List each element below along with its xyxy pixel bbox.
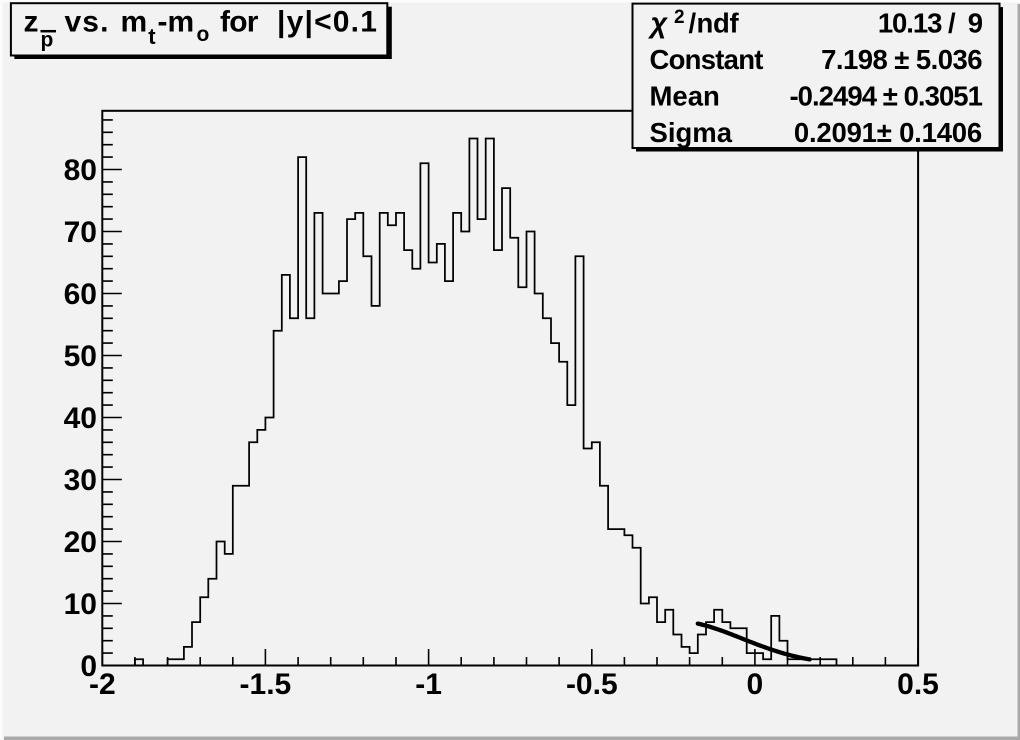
svg-text:|y|<0.1: |y|<0.1 bbox=[277, 6, 378, 39]
svg-text:Constant: Constant bbox=[650, 44, 764, 75]
svg-text:70: 70 bbox=[64, 216, 97, 249]
svg-text:80: 80 bbox=[64, 154, 97, 187]
svg-text:-m: -m bbox=[158, 6, 195, 39]
svg-text:m: m bbox=[121, 6, 148, 39]
svg-text:0.2091± 0.1406: 0.2091± 0.1406 bbox=[794, 117, 982, 148]
svg-text:-2: -2 bbox=[89, 668, 116, 701]
svg-text:ndf: ndf bbox=[697, 7, 740, 38]
svg-text:0.5: 0.5 bbox=[897, 668, 939, 701]
svg-text:-1.5: -1.5 bbox=[240, 668, 292, 701]
svg-text:-0.5: -0.5 bbox=[566, 668, 618, 701]
svg-text:χ: χ bbox=[648, 7, 669, 39]
svg-text:p: p bbox=[41, 29, 54, 52]
svg-text:/: / bbox=[689, 7, 697, 38]
svg-text:2: 2 bbox=[674, 7, 685, 28]
svg-text:t: t bbox=[148, 24, 156, 49]
svg-text:-1: -1 bbox=[415, 668, 442, 701]
svg-text:10.13 / 9: 10.13 / 9 bbox=[878, 7, 983, 38]
svg-text:30: 30 bbox=[64, 464, 97, 497]
svg-text:Mean: Mean bbox=[650, 80, 720, 111]
svg-text:for: for bbox=[220, 6, 259, 39]
svg-text:o: o bbox=[197, 23, 210, 46]
svg-text:60: 60 bbox=[64, 278, 97, 311]
svg-text:0: 0 bbox=[747, 668, 764, 701]
svg-text:10: 10 bbox=[64, 588, 97, 621]
svg-text:0: 0 bbox=[80, 650, 97, 683]
svg-text:-0.2494 ± 0.3051: -0.2494 ± 0.3051 bbox=[789, 80, 982, 111]
svg-text:vs.: vs. bbox=[65, 6, 110, 39]
svg-text:7.198 ± 5.036: 7.198 ± 5.036 bbox=[821, 44, 982, 75]
svg-text:z: z bbox=[24, 6, 39, 39]
svg-text:20: 20 bbox=[64, 526, 97, 559]
svg-text:Sigma: Sigma bbox=[650, 117, 733, 148]
svg-text:50: 50 bbox=[64, 340, 97, 373]
svg-text:40: 40 bbox=[64, 402, 97, 435]
